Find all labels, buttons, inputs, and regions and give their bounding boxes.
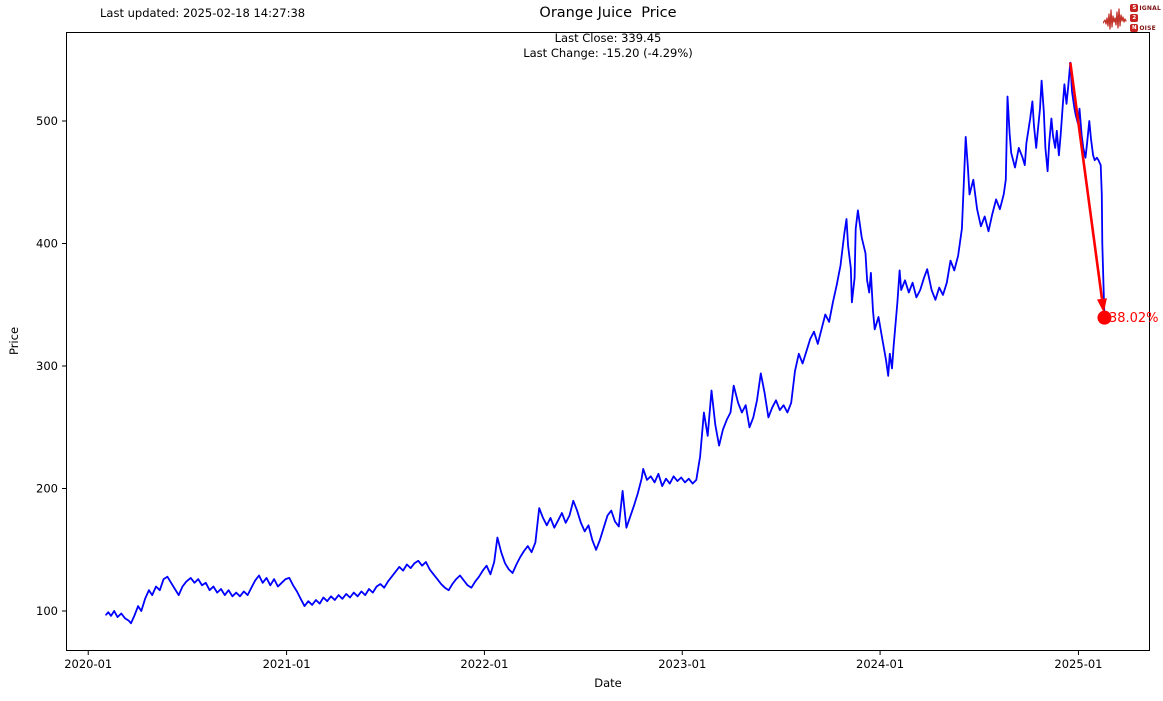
drop-pct-label: 38.02%	[1109, 311, 1159, 326]
plot-border	[66, 32, 1150, 651]
x-tick-label: 2025-01	[1054, 657, 1102, 671]
waveform-icon	[1103, 8, 1127, 30]
y-tick-label: 200	[36, 482, 58, 496]
x-tick-label: 2024-01	[856, 657, 904, 671]
logo-badge-n: N	[1130, 24, 1139, 32]
y-tick-label: 100	[36, 604, 58, 618]
logo-row-noise: N OISE	[1130, 24, 1161, 33]
y-tick-label: 500	[36, 114, 58, 128]
logo-row-2: 2	[1130, 14, 1161, 23]
last-change-text: Last Change: -15.20 (-4.29%)	[523, 46, 693, 60]
x-axis-label: Date	[594, 676, 622, 690]
last-close-dot	[1097, 310, 1112, 325]
x-tick-label: 2020-01	[64, 657, 112, 671]
x-tick-label: 2023-01	[658, 657, 706, 671]
x-tick-label: 2022-01	[460, 657, 508, 671]
y-axis-label: Price	[7, 326, 21, 356]
logo-badge-2: 2	[1130, 14, 1139, 22]
logo-text-oise: OISE	[1139, 24, 1156, 32]
y-tick-label: 400	[36, 237, 58, 251]
logo-badge-s: S	[1130, 4, 1139, 12]
logo-text-ignal: IGNAL	[1139, 4, 1161, 12]
signal2noise-logo: S IGNAL 2 N OISE	[1103, 3, 1161, 33]
drop-arrow-head	[1097, 298, 1107, 313]
last-updated-text: Last updated: 2025-02-18 14:27:38	[100, 6, 306, 20]
drop-arrow	[1069, 62, 1104, 300]
price-line	[105, 61, 1106, 625]
chart-title: Orange Juice Price	[539, 5, 677, 21]
last-close-text: Last Close: 339.45	[554, 31, 662, 45]
y-tick-label: 300	[36, 359, 58, 373]
x-tick-label: 2021-01	[263, 657, 311, 671]
logo-row-signal: S IGNAL	[1130, 4, 1161, 13]
